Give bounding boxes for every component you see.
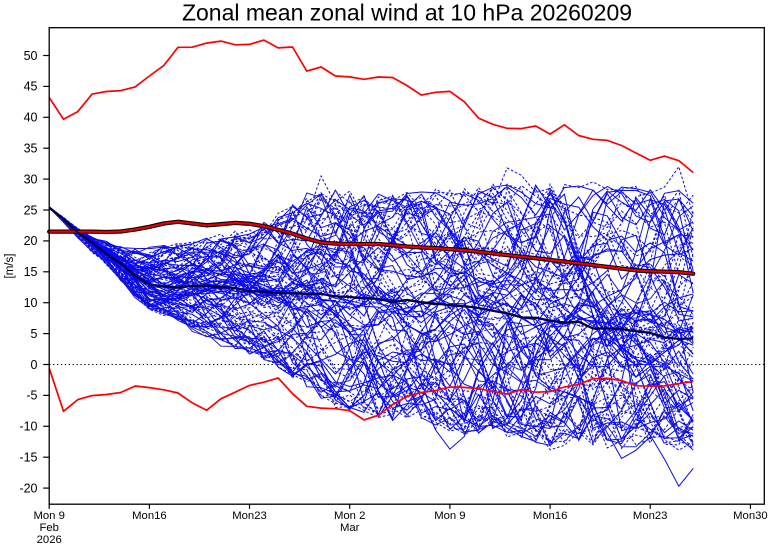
svg-text:5: 5 [31, 327, 38, 341]
svg-text:Mon 2: Mon 2 [334, 510, 365, 522]
svg-text:Zonal mean zonal wind at 10 hP: Zonal mean zonal wind at 10 hPa 20260209 [182, 0, 632, 26]
svg-text:-10: -10 [19, 420, 37, 434]
svg-text:-20: -20 [19, 481, 37, 495]
svg-text:Mon16: Mon16 [533, 510, 568, 522]
svg-text:Mon 9: Mon 9 [434, 510, 465, 522]
svg-text:50: 50 [24, 49, 38, 63]
svg-text:20: 20 [24, 234, 38, 248]
svg-text:Mar: Mar [340, 522, 360, 534]
svg-text:Mon23: Mon23 [633, 510, 668, 522]
svg-text:-15: -15 [19, 451, 37, 465]
svg-text:Mon30: Mon30 [733, 510, 768, 522]
svg-text:Mon16: Mon16 [132, 510, 167, 522]
svg-text:-5: -5 [26, 389, 37, 403]
svg-text:10: 10 [24, 296, 38, 310]
svg-text:Feb: Feb [39, 522, 58, 534]
svg-text:Mon 9: Mon 9 [33, 510, 64, 522]
svg-text:40: 40 [24, 111, 38, 125]
svg-text:30: 30 [24, 172, 38, 186]
svg-text:45: 45 [24, 80, 38, 94]
svg-text:2026: 2026 [37, 534, 62, 546]
svg-text:[m/s]: [m/s] [4, 254, 16, 279]
svg-text:35: 35 [24, 142, 38, 156]
svg-text:15: 15 [24, 265, 38, 279]
svg-text:Mon23: Mon23 [232, 510, 267, 522]
svg-text:0: 0 [31, 358, 38, 372]
svg-text:25: 25 [24, 203, 38, 217]
